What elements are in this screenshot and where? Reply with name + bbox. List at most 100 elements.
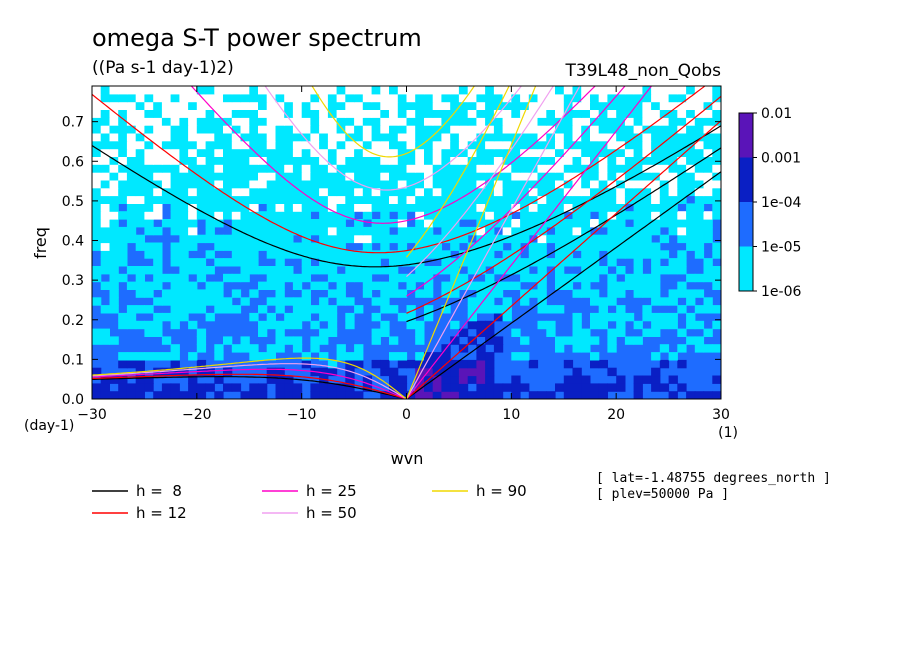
contour-cell — [231, 187, 242, 197]
contour-cell — [292, 281, 303, 290]
contour-cell — [450, 101, 460, 110]
contour-cell — [153, 391, 163, 399]
contour-cell — [476, 391, 486, 399]
contour-cell — [450, 273, 460, 283]
contour-cell — [546, 140, 556, 150]
contour-cell — [179, 219, 189, 228]
contour-cell — [135, 219, 145, 228]
contour-cell — [624, 195, 635, 204]
contour-cell — [380, 281, 390, 290]
contour-cell — [397, 289, 408, 298]
contour-cell — [677, 344, 687, 353]
contour-cell — [258, 132, 268, 142]
contour-cell — [240, 156, 250, 165]
contour-cell — [284, 109, 294, 118]
mrg-curve — [406, 95, 721, 314]
contour-cell — [362, 375, 373, 384]
contour-cell — [432, 164, 442, 173]
contour-cell — [153, 148, 163, 157]
contour-cell — [458, 226, 469, 236]
contour-cell — [458, 195, 469, 204]
contour-cell — [170, 352, 180, 361]
contour-cell — [249, 258, 259, 267]
contour-cell — [476, 266, 486, 275]
contour-cell — [301, 109, 311, 118]
contour-cell — [135, 101, 145, 110]
contour-cell — [424, 383, 434, 392]
contour-cell — [170, 344, 180, 353]
contour-cell — [310, 164, 320, 173]
contour-cell — [424, 203, 434, 212]
contour-cell — [642, 187, 652, 197]
contour-cell — [249, 109, 259, 118]
contour-cell — [144, 375, 154, 384]
contour-cell — [668, 352, 678, 361]
contour-cell — [528, 391, 539, 399]
contour-cell — [231, 93, 242, 103]
contour-cell — [161, 93, 172, 103]
contour-cell — [371, 187, 381, 197]
contour-cell — [135, 109, 145, 118]
contour-cell — [581, 86, 591, 95]
contour-cell — [668, 187, 678, 197]
contour-cell — [362, 109, 373, 118]
contour-cell — [188, 93, 198, 103]
contour-cell — [493, 156, 504, 165]
contour-cell — [712, 164, 721, 173]
contour-cell — [467, 203, 477, 212]
contour-cell — [659, 320, 670, 330]
legend-label: h = 50 — [306, 504, 357, 522]
contour-cell — [118, 375, 128, 384]
contour-cell — [441, 203, 451, 212]
contour-cell — [223, 211, 233, 220]
contour-cell — [406, 273, 416, 283]
contour-cell — [502, 203, 512, 212]
contour-cell — [266, 109, 276, 118]
contour-cell — [223, 203, 233, 212]
contour-cell — [310, 187, 320, 197]
contour-cell — [694, 148, 705, 157]
contour-cell — [188, 375, 198, 384]
contour-cell — [275, 328, 285, 337]
contour-cell — [389, 101, 399, 110]
contour-cell — [415, 375, 425, 384]
contour-cell — [677, 305, 687, 314]
contour-cell — [292, 226, 303, 236]
contour-cell — [563, 109, 574, 118]
contour-cell — [633, 250, 643, 259]
contour-cell — [170, 109, 180, 118]
contour-cell — [563, 156, 574, 165]
contour-cell — [537, 226, 547, 236]
contour-cell — [327, 140, 338, 150]
contour-cell — [415, 101, 425, 110]
contour-cell — [249, 179, 259, 189]
contour-cell — [284, 211, 294, 220]
contour-cell — [642, 328, 652, 337]
contour-cell — [144, 101, 154, 110]
contour-cell — [389, 86, 399, 95]
contour-cell — [450, 266, 460, 275]
contour-cell — [292, 156, 303, 165]
contour-cell — [677, 172, 687, 181]
contour-cell — [424, 179, 434, 189]
contour-cell — [240, 132, 250, 142]
contour-cell — [336, 117, 346, 126]
contour-cell — [424, 352, 434, 361]
contour-cell — [668, 140, 678, 150]
contour-cell — [424, 195, 434, 204]
contour-cell — [563, 203, 574, 212]
contour-cell — [712, 101, 721, 110]
contour-cell — [467, 375, 477, 384]
contour-cell — [170, 132, 180, 142]
contour-cell — [415, 195, 425, 204]
contour-cell — [327, 211, 338, 220]
contour-cell — [371, 86, 381, 95]
contour-cell — [511, 258, 521, 267]
contour-cell — [397, 125, 408, 134]
contour-cell — [319, 187, 329, 197]
contour-cell — [677, 266, 687, 275]
contour-cell — [371, 101, 381, 110]
contour-cell — [668, 258, 678, 267]
contour-cell — [485, 140, 495, 150]
contour-cell — [441, 148, 451, 157]
